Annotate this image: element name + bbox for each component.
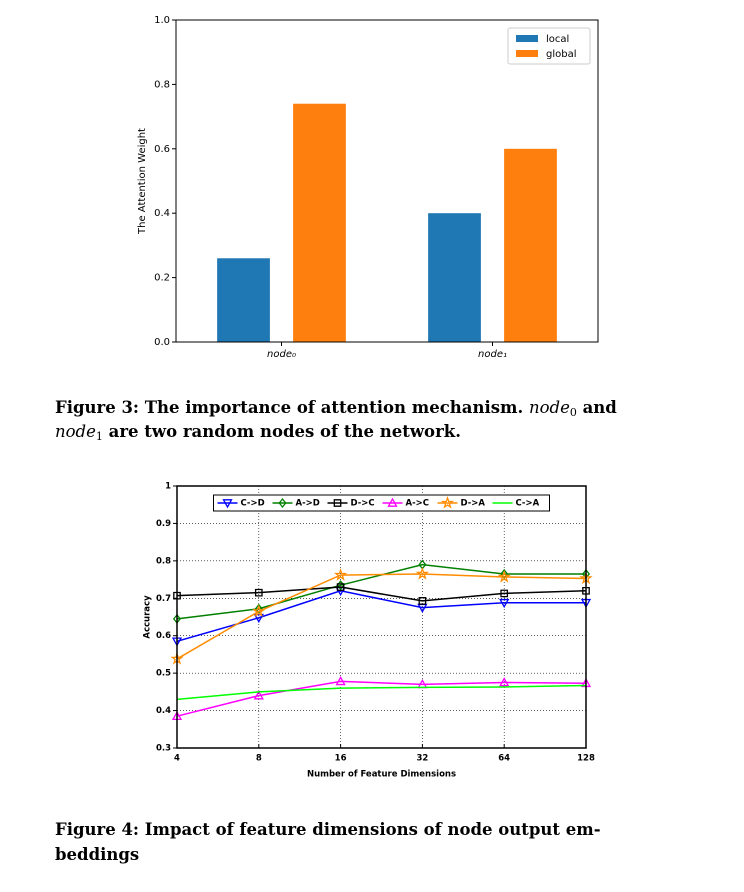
legend-marker [387,497,398,507]
legend-label: C->A [516,499,540,509]
y-tick-label: 0.4 [156,706,171,716]
point-marker [173,591,181,600]
caption-text: are two random nodes of the network. [102,422,461,441]
y-tick-label: 0.3 [156,744,171,754]
y-tick-label: 0.6 [154,144,170,155]
legend-label: global [546,49,577,60]
x-tick-label: 128 [577,754,595,764]
x-tick-label: 8 [256,754,262,764]
series-line [176,573,587,660]
bar [428,213,481,342]
series-line [176,563,586,620]
legend-swatch [516,35,538,42]
y-tick-label: 0.8 [154,79,170,90]
y-tick-label: 0.8 [156,556,171,566]
legend-marker [333,499,342,507]
x-tick-label: 64 [498,754,510,764]
caption-subscript: 1 [95,430,103,443]
series-line [176,590,586,643]
legend-box [213,494,550,512]
y-tick-label: 0.6 [156,631,171,641]
caption-text: Figure 3: The importance of attention me… [55,398,529,417]
y-axis-label: The Attention Weight [137,128,148,235]
x-tick-label: 4 [174,754,180,764]
caption-italic: node [55,422,96,441]
x-tick-label: node₁ [478,349,507,360]
point-marker [497,569,511,583]
legend-marker [222,499,233,509]
bar [293,103,346,342]
y-tick-label: 1 [165,482,171,492]
point-marker [335,676,346,686]
series-line [176,680,587,717]
point-marker [254,588,263,597]
legend-label: A->D [296,499,320,509]
plot-frame [175,19,599,343]
point-marker [500,568,509,579]
point-marker [582,586,590,595]
legend-marker [440,496,455,509]
figure-caption: beddings [55,845,140,864]
y-tick-label: 0.5 [156,669,171,679]
y-tick-label: 0.0 [154,337,170,348]
caption-text: and [576,398,617,417]
legend: local global [507,27,591,65]
legend-label: D->C [351,499,375,509]
point-marker [253,613,264,624]
point-marker [333,568,348,581]
plot-frame [176,485,587,749]
point-marker [253,690,264,700]
legend-marker [278,497,287,509]
legend-label: local [546,34,569,45]
point-marker [418,597,427,605]
caption-subscript: 0 [569,406,577,419]
y-axis-label: Accuracy [143,595,153,639]
bar [217,258,270,342]
y-tick-label: 0.2 [154,273,170,284]
point-marker [415,566,430,580]
point-marker [336,583,345,591]
point-marker [500,589,509,598]
series-line [176,684,587,701]
point-marker [499,598,510,609]
y-tick-label: 0.4 [154,208,170,219]
y-tick-label: 0.9 [156,519,171,529]
series-line [176,586,587,602]
figure-caption: Figure 3: The importance of attention me… [55,396,617,420]
caption-italic: node [528,398,570,417]
figure-caption: node1 are two random nodes of the networ… [55,420,461,444]
legend-label: D->A [461,499,486,509]
y-tick-label: 1.0 [154,15,170,26]
figure-caption: Figure 4: Impact of feature dimensions o… [55,820,601,839]
x-axis-label: Number of Feature Dimensions [307,770,456,780]
point-marker [252,604,266,618]
y-tick-label: 0.7 [156,594,171,604]
x-tick-label: 32 [416,754,428,764]
x-tick-label: node₀ [267,349,296,360]
point-marker [499,677,510,687]
legend-label: C->D [241,499,265,509]
legend: C->D A->D D->C A->C D->A C->A [213,494,550,512]
legend-swatch [516,50,538,57]
legend-label: A->C [406,499,429,509]
x-tick-label: 16 [335,754,347,764]
bar [504,148,557,342]
